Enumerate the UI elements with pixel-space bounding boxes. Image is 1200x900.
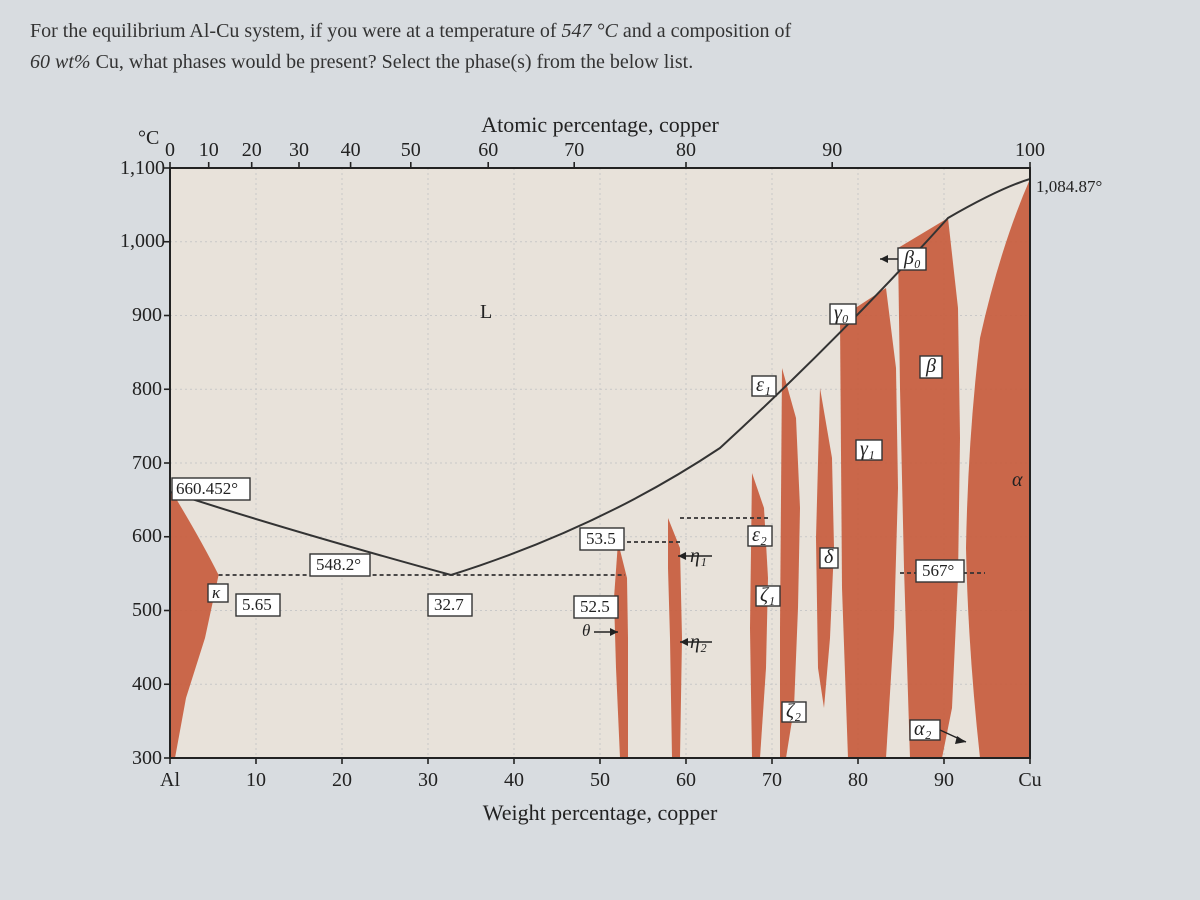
q-temp: 547 °C	[562, 20, 618, 42]
label-cu-melt: 1,084.87°	[1036, 177, 1102, 196]
label-kappa: κ	[212, 583, 221, 602]
xt-tick-60: 60	[478, 139, 498, 161]
q-b: and a composition of	[618, 20, 791, 42]
x-bottom-axis: Al 10 20 30 40 50 60 70 80 90 Cu Weight percentage…	[160, 758, 1042, 825]
ytick-300: 300	[132, 747, 162, 769]
ytick-600: 600	[132, 525, 162, 547]
label-eps1: ε₁	[756, 374, 771, 396]
y-axis-label: °C	[138, 127, 159, 149]
region-gamma	[840, 288, 898, 758]
x-top-axis: Atomic percentage, copper 0 10 20 30 40 50 60 7…	[165, 112, 1045, 168]
label-alpha: α	[1012, 469, 1023, 491]
ytick-700: 700	[132, 452, 162, 474]
q-c: Cu, what phases would be present? Select…	[91, 51, 694, 73]
xt-tick-70: 70	[564, 139, 584, 161]
label-zeta2: ζ₂	[786, 700, 801, 722]
y-axis: °C 1,100 1,000 900 800 700 600 500 400 3…	[120, 127, 170, 769]
label-gamma1: γ₁	[860, 438, 875, 460]
ytick-900: 900	[132, 304, 162, 326]
label-al-melt: 660.452°	[176, 479, 238, 498]
xt-tick-90: 90	[822, 139, 842, 161]
xb-tick-10: 10	[246, 769, 266, 791]
xb-tick-60: 60	[676, 769, 696, 791]
xb-tick-50: 50	[590, 769, 610, 791]
ytick-400: 400	[132, 673, 162, 695]
phase-diagram: 660.452° 1,084.87° κ 5.65 548.2° 32.7 53…	[80, 108, 1120, 828]
xb-tick-30: 30	[418, 769, 438, 791]
label-535: 53.5	[586, 529, 616, 548]
x-bottom-title: Weight percentage, copper	[483, 800, 718, 825]
label-zeta1: ζ₁	[760, 584, 775, 606]
xb-tick-40: 40	[504, 769, 524, 791]
ytick-1100: 1,100	[120, 157, 165, 179]
q-a: For the equilibrium Al-Cu system, if you…	[30, 20, 562, 42]
q-comp: 60 wt%	[30, 51, 91, 73]
ytick-500: 500	[132, 599, 162, 621]
xt-tick-0: 0	[165, 139, 175, 161]
xt-tick-50: 50	[401, 139, 421, 161]
ytick-1000: 1,000	[120, 230, 165, 252]
xb-tick-80: 80	[848, 769, 868, 791]
xt-tick-80: 80	[676, 139, 696, 161]
label-beta: β	[925, 355, 936, 377]
ytick-800: 800	[132, 378, 162, 400]
label-delta: δ	[824, 546, 834, 568]
xt-tick-20: 20	[242, 139, 262, 161]
xt-tick-100: 100	[1015, 139, 1045, 161]
x-top-title: Atomic percentage, copper	[481, 112, 719, 137]
label-alpha2: α₂	[914, 718, 931, 740]
label-5482: 548.2°	[316, 555, 361, 574]
question-text: For the equilibrium Al-Cu system, if you…	[30, 16, 1170, 78]
label-beta0: β₀	[903, 247, 921, 269]
label-gamma0: γ₀	[834, 302, 849, 324]
label-eps2: ε₂	[752, 524, 767, 546]
xt-tick-30: 30	[289, 139, 309, 161]
label-L: L	[480, 301, 492, 323]
xb-tick-Al: Al	[160, 769, 180, 791]
xb-tick-Cu: Cu	[1018, 769, 1041, 791]
label-327: 32.7	[434, 595, 464, 614]
xb-tick-20: 20	[332, 769, 352, 791]
label-5.65: 5.65	[242, 595, 272, 614]
xt-tick-10: 10	[199, 139, 219, 161]
xb-tick-70: 70	[762, 769, 782, 791]
label-567: 567°	[922, 561, 954, 580]
label-525: 52.5	[580, 597, 610, 616]
label-theta: θ	[582, 621, 590, 640]
xb-tick-90: 90	[934, 769, 954, 791]
xt-tick-40: 40	[341, 139, 361, 161]
